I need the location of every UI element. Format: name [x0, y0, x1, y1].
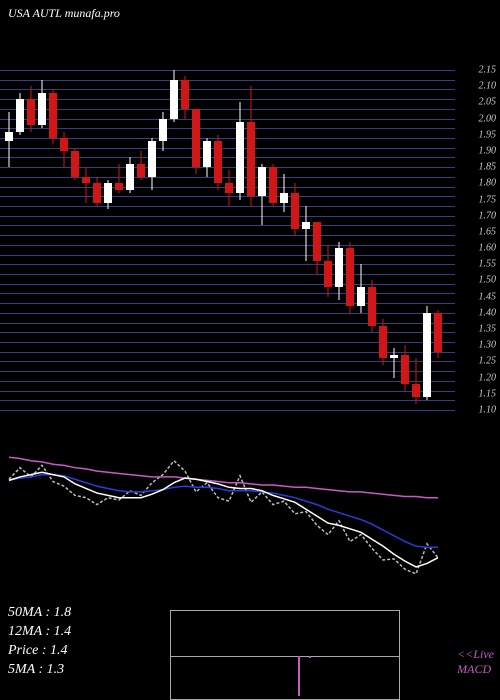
- live-label-line1: <<Live: [457, 647, 494, 661]
- live-label-line2: MACD: [457, 662, 491, 676]
- ma-lines-svg: [0, 440, 500, 590]
- price-chart-panel: 1.101.151.201.251.301.351.401.451.501.55…: [0, 70, 500, 410]
- moving-average-panel: [0, 440, 500, 590]
- stat-50ma: 50MA : 1.8: [8, 604, 71, 623]
- macd-axis: [171, 656, 399, 657]
- stat-12ma: 12MA : 1.4: [8, 623, 71, 642]
- stat-5ma: 5MA : 1.3: [8, 661, 71, 680]
- chart-title: USA AUTL munafa.pro: [8, 6, 120, 21]
- macd-box: [170, 610, 400, 700]
- stats-block: 50MA : 1.8 12MA : 1.4 Price : 1.4 5MA : …: [8, 604, 71, 680]
- live-macd-label: <<Live MACD: [457, 647, 494, 676]
- stat-price: Price : 1.4: [8, 642, 71, 661]
